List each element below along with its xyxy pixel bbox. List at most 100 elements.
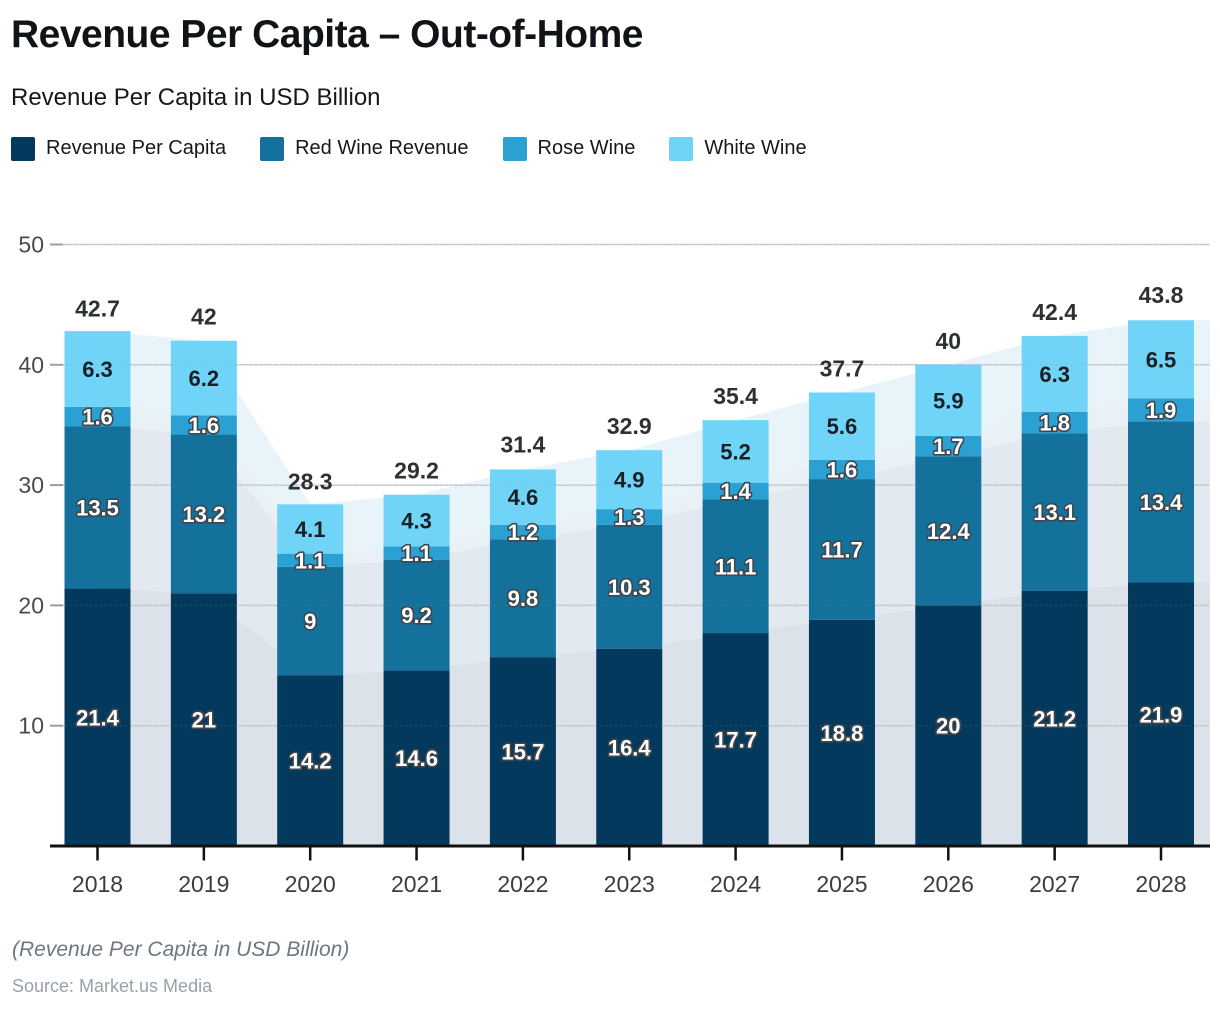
segment-value-label: 1.2	[508, 520, 539, 545]
bar-segment-red-wine-revenue	[808, 479, 875, 620]
legend-swatch	[11, 136, 35, 161]
bar-segment-revenue-per-capita	[170, 593, 237, 846]
bar-total-label: 37.7	[820, 355, 865, 381]
segment-value-label: 1.4	[720, 479, 751, 504]
segment-value-label: 13.5	[76, 495, 119, 520]
y-axis-label: 40	[18, 352, 44, 378]
segment-value-label: 1.6	[827, 457, 858, 482]
segment-value-label: 9.2	[401, 603, 432, 628]
x-axis-label: 2028	[1135, 871, 1186, 897]
bar-segment-white-wine	[808, 392, 875, 460]
bar-total-label: 28.3	[288, 469, 333, 495]
bar-segment-red-wine-revenue	[383, 559, 450, 671]
segment-value-label: 12.4	[927, 519, 971, 544]
x-axis-label: 2023	[604, 871, 655, 897]
segment-value-label: 17.7	[714, 728, 757, 753]
segment-value-label: 13.4	[1140, 490, 1184, 515]
y-axis-label: 30	[18, 472, 44, 498]
chart-legend: Revenue Per Capita Red Wine Revenue Rose W…	[11, 136, 1220, 161]
bar-total-label: 32.9	[607, 413, 652, 439]
bar-segment-red-wine-revenue	[170, 434, 237, 594]
page-title: Revenue Per Capita – Out-of-Home	[11, 13, 643, 56]
bar-segment-red-wine-revenue	[277, 566, 344, 676]
bar-segment-white-wine	[383, 494, 450, 547]
bar-segment-revenue-per-capita	[383, 670, 450, 846]
x-axis-label: 2025	[816, 871, 867, 897]
legend-label: Revenue Per Capita	[46, 137, 227, 160]
bar-segment-revenue-per-capita	[596, 648, 663, 846]
bar-segment-rose-wine	[489, 524, 556, 540]
axis-unit-note: (Revenue Per Capita in USD Billion)	[12, 938, 350, 961]
bar-segment-white-wine	[64, 331, 131, 407]
x-axis-label: 2021	[391, 871, 442, 897]
segment-value-label: 14.6	[395, 746, 438, 771]
bar-segment-white-wine	[277, 504, 344, 554]
bar-segment-rose-wine	[383, 546, 450, 560]
bar-segment-rose-wine	[915, 435, 982, 457]
segment-value-label: 11.1	[715, 554, 757, 579]
segment-value-label: 6.3	[82, 357, 113, 382]
segment-value-label: 21.9	[1140, 702, 1183, 727]
bar-segment-white-wine	[596, 450, 663, 510]
bar-segment-revenue-per-capita	[702, 633, 769, 846]
x-axis-label: 2026	[923, 871, 974, 897]
segment-value-label: 4.3	[401, 509, 432, 534]
x-axis-label: 2024	[710, 871, 761, 897]
bar-total-label: 42	[191, 304, 217, 330]
legend-item-1: Red Wine Revenue	[260, 136, 469, 161]
bar-segment-red-wine-revenue	[596, 524, 663, 649]
bar-segment-revenue-per-capita	[915, 605, 982, 846]
segment-value-label: 5.2	[720, 439, 751, 464]
segment-value-label: 13.1	[1033, 500, 1076, 525]
segment-value-label: 21.4	[76, 705, 120, 730]
legend-label: Red Wine Revenue	[295, 137, 469, 160]
legend-item-2: Rose Wine	[502, 136, 636, 161]
bar-segment-red-wine-revenue	[64, 426, 131, 589]
legend-item-0: Revenue Per Capita	[11, 136, 227, 161]
segment-value-label: 9	[304, 609, 316, 634]
bar-total-label: 35.4	[713, 383, 758, 409]
segment-value-label: 1.1	[295, 548, 326, 573]
segment-value-label: 9.8	[508, 586, 539, 611]
segment-value-label: 18.8	[821, 721, 864, 746]
segment-value-label: 16.4	[608, 735, 652, 760]
bar-segment-white-wine	[915, 364, 982, 436]
bar-segment-revenue-per-capita	[1021, 590, 1088, 846]
segment-value-label: 20	[936, 714, 960, 739]
bar-segment-white-wine	[489, 469, 556, 525]
segment-value-label: 1.3	[614, 505, 645, 530]
bar-total-label: 43.8	[1139, 282, 1184, 308]
segment-value-label: 6.2	[189, 366, 220, 391]
bar-segment-rose-wine	[596, 509, 663, 525]
bar-segment-revenue-per-capita	[1128, 582, 1194, 846]
segment-value-label: 15.7	[501, 740, 544, 765]
bar-segment-rose-wine	[702, 482, 769, 500]
chart-header: Revenue Per Capita – Out-of-Home Revenue…	[0, 0, 1220, 161]
segment-value-label: 1.7	[933, 434, 964, 459]
segment-value-label: 4.9	[614, 468, 645, 493]
bar-segment-rose-wine	[808, 459, 875, 480]
legend-label: Rose Wine	[537, 137, 636, 160]
bar-segment-rose-wine	[170, 415, 237, 435]
source-credit: Source: Market.us Media	[12, 976, 213, 996]
bar-segment-red-wine-revenue	[915, 456, 982, 606]
segment-value-label: 11.7	[821, 537, 863, 562]
bar-segment-revenue-per-capita	[489, 657, 556, 846]
y-axis-label: 50	[18, 232, 44, 258]
x-axis-label: 2018	[72, 871, 123, 897]
bar-segment-rose-wine	[64, 406, 131, 427]
chart-footer: (Revenue Per Capita in USD Billion) Sour…	[12, 938, 349, 997]
bar-total-label: 40	[936, 328, 962, 354]
segment-value-label: 5.9	[933, 388, 964, 413]
legend-item-3: White Wine	[669, 136, 807, 161]
bar-segment-red-wine-revenue	[1021, 433, 1088, 591]
segment-value-label: 21.2	[1033, 706, 1076, 731]
bar-segment-white-wine	[1021, 335, 1088, 412]
bar-segment-revenue-per-capita	[64, 588, 131, 846]
segment-value-label: 4.1	[295, 517, 326, 542]
x-axis-label: 2019	[178, 871, 229, 897]
bar-segment-rose-wine	[277, 553, 344, 567]
bar-segment-white-wine	[1128, 320, 1194, 399]
bar-segment-white-wine	[170, 340, 237, 416]
